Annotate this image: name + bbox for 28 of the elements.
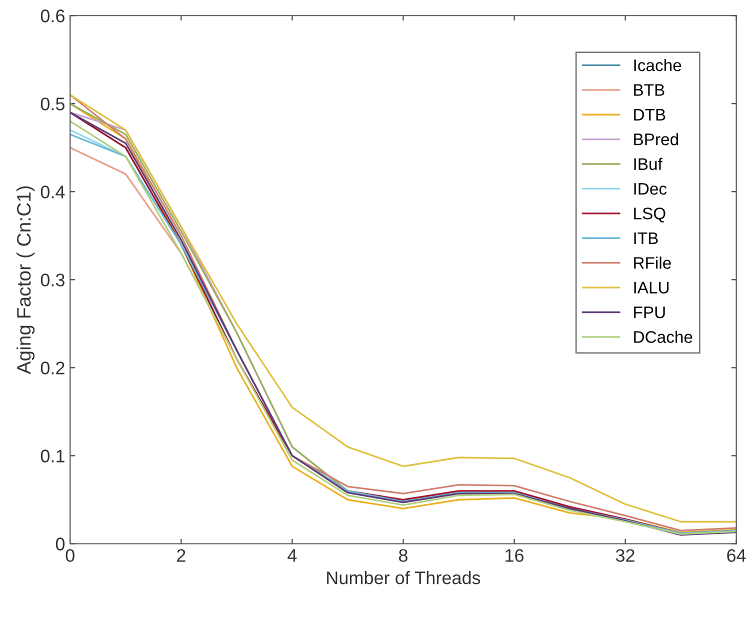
legend-label: BPred [634, 133, 678, 146]
x-tick-label: 16 [506, 549, 524, 562]
legend-label: LSQ [634, 208, 666, 222]
legend-label: IALU [634, 282, 669, 294]
y-tick-label: 0.1 [40, 450, 64, 462]
y-tick-label: 0.3 [40, 274, 64, 286]
legend-label: DCache [634, 330, 692, 343]
x-tick-label: 8 [398, 549, 408, 562]
y-axis-title: Aging Factor ( Cn:C1) [16, 186, 35, 374]
legend-label: ITB [634, 232, 658, 244]
y-tick-label: 0.2 [40, 362, 64, 374]
legend-label: RFile [634, 256, 671, 269]
legend-label: IDec [634, 183, 667, 195]
y-tick-label: 0.4 [40, 186, 65, 198]
legend-label: FPU [634, 306, 665, 318]
legend-label: BTB [634, 84, 664, 96]
x-axis-title: Number of Threads [327, 571, 480, 584]
x-tick-label: 2 [177, 549, 186, 562]
x-tick-label: 64 [727, 549, 746, 562]
legend-label: DTB [634, 108, 666, 120]
x-tick-label: 0 [66, 549, 74, 562]
x-tick-label: 4 [288, 549, 297, 562]
legend-label: Icache [634, 58, 682, 72]
x-tick-label: 32 [616, 549, 634, 562]
y-tick-label: 0 [56, 538, 65, 550]
y-tick-label: 0.5 [40, 98, 65, 110]
legend-label: IBuf [634, 158, 662, 170]
y-tick-label: 0.6 [40, 10, 64, 22]
